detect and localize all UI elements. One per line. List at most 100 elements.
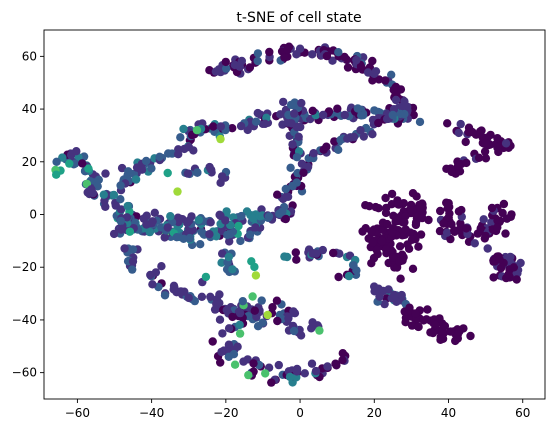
data-point: [308, 50, 317, 59]
data-point: [374, 118, 383, 128]
data-point: [470, 239, 479, 248]
data-point: [388, 110, 397, 120]
data-point: [172, 233, 181, 242]
data-point: [272, 296, 282, 305]
data-point: [407, 321, 417, 330]
data-point: [284, 314, 293, 323]
data-point: [210, 305, 220, 314]
data-point: [286, 163, 295, 172]
data-point: [131, 175, 141, 184]
data-point: [423, 305, 432, 314]
data-point: [414, 322, 423, 332]
data-point: [281, 184, 290, 194]
data-point: [216, 358, 225, 367]
data-point: [336, 135, 345, 145]
data-point: [481, 154, 491, 163]
data-point: [147, 164, 156, 173]
data-point: [440, 321, 450, 331]
data-point: [294, 132, 303, 141]
data-point: [278, 207, 287, 216]
data-point: [124, 167, 133, 176]
data-point: [235, 320, 244, 330]
data-point: [249, 359, 258, 368]
data-point: [480, 147, 490, 156]
data-point: [308, 318, 317, 327]
data-point: [205, 162, 214, 172]
data-point: [194, 215, 204, 225]
data-point: [447, 220, 456, 229]
data-point: [499, 199, 509, 209]
data-point: [375, 292, 384, 301]
data-point: [444, 199, 453, 208]
data-point: [454, 128, 463, 138]
data-point: [381, 193, 390, 203]
data-point: [216, 122, 225, 131]
data-point: [218, 249, 227, 258]
data-point: [281, 214, 290, 224]
data-point: [280, 252, 289, 261]
data-point: [381, 76, 390, 85]
data-point: [474, 153, 484, 162]
data-point: [307, 359, 317, 368]
data-point: [416, 230, 426, 239]
data-point: [116, 195, 125, 204]
data-point: [367, 227, 376, 236]
data-point: [418, 213, 427, 223]
data-point: [287, 119, 296, 128]
data-point: [311, 249, 321, 258]
data-point: [408, 189, 418, 198]
data-point: [506, 212, 515, 221]
data-point: [215, 315, 225, 324]
data-point: [407, 235, 417, 244]
data-point: [374, 75, 384, 84]
data-point: [481, 138, 490, 148]
data-point: [378, 225, 387, 234]
data-point: [356, 126, 365, 135]
data-point: [155, 152, 164, 161]
data-point: [493, 134, 502, 143]
data-point: [288, 181, 297, 191]
data-point: [439, 219, 448, 228]
data-point: [334, 272, 343, 282]
data-point: [157, 262, 166, 271]
data-point: [330, 137, 339, 146]
data-point: [431, 320, 440, 330]
axes-layer: −60 −40 −20 0 20 40 60 −60 −40 −20 0 20 40 60: [12, 29, 546, 420]
data-point: [480, 234, 489, 243]
data-point: [289, 326, 299, 336]
data-point: [462, 158, 471, 168]
data-point: [495, 255, 504, 264]
data-point: [334, 145, 343, 154]
data-point: [236, 236, 245, 246]
data-point: [224, 340, 234, 349]
y-tick-label: 40: [22, 102, 37, 116]
data-point: [116, 216, 126, 226]
data-point: [93, 182, 102, 191]
data-point: [222, 305, 231, 315]
data-point: [388, 253, 398, 262]
data-point: [487, 203, 497, 213]
data-point: [493, 223, 502, 232]
data-point: [334, 48, 343, 57]
data-point: [183, 169, 193, 178]
data-point: [516, 258, 525, 268]
data-point: [244, 370, 253, 380]
data-point: [372, 245, 381, 254]
data-point: [462, 224, 471, 233]
data-point: [309, 149, 318, 158]
data-point: [150, 208, 159, 217]
data-point: [257, 296, 266, 305]
data-point: [148, 280, 157, 289]
data-point: [236, 121, 246, 131]
data-point: [494, 147, 503, 157]
data-point: [323, 362, 332, 371]
data-point: [215, 290, 224, 299]
data-point: [349, 261, 358, 270]
data-point: [116, 205, 126, 214]
data-point: [184, 216, 194, 225]
data-point: [454, 160, 463, 170]
data-point: [245, 230, 255, 239]
data-point: [367, 259, 376, 268]
data-point: [446, 327, 455, 336]
data-point: [176, 133, 185, 142]
